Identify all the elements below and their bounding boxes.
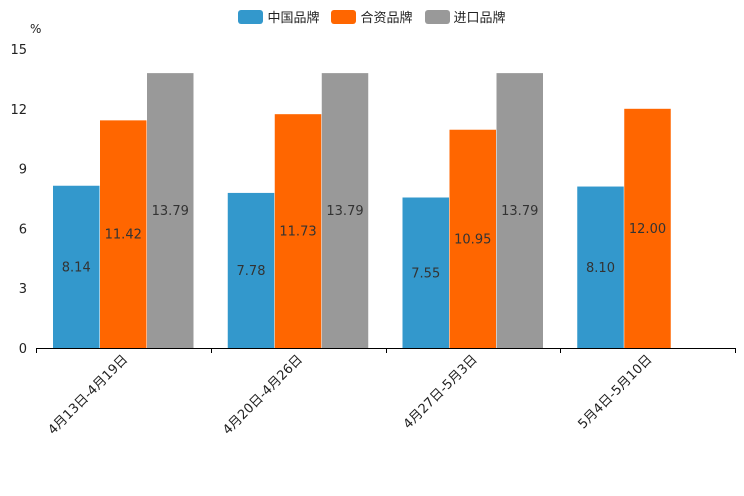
x-tick-label: 4月27日-5月3日: [401, 352, 481, 432]
bar: [227, 192, 275, 348]
y-tick-label: 3: [19, 282, 27, 297]
x-tick-label: 4月13日-4月19日: [45, 352, 131, 438]
bar: [53, 185, 100, 348]
x-tick-label: 4月20日-4月26日: [220, 352, 306, 438]
bar: [274, 114, 322, 348]
bar-value-label: 13.79: [326, 204, 363, 219]
y-tick-label: 0: [19, 342, 27, 357]
bar-value-label: 8.14: [62, 260, 91, 275]
bar-value-label: 11.42: [105, 228, 142, 243]
bar-value-label: 12.00: [629, 222, 666, 237]
legend-label-china: 中国品牌: [267, 11, 320, 26]
legend-swatch-import: [424, 9, 450, 24]
bar: [100, 120, 147, 349]
chart-legend: 中国品牌 合资品牌 进口品牌: [0, 7, 744, 26]
bar: [624, 108, 671, 348]
y-tick-label: 9: [19, 163, 27, 178]
bar-value-label: 10.95: [454, 232, 491, 247]
legend-label-joint: 合资品牌: [360, 11, 413, 26]
legend-swatch-joint: [331, 9, 357, 24]
bar-value-label: 7.55: [411, 266, 440, 281]
legend-item-china[interactable]: 中国品牌: [238, 7, 319, 26]
bar: [496, 73, 543, 349]
bar-value-label: 13.79: [152, 204, 189, 219]
bar-value-label: 13.79: [501, 204, 538, 219]
legend-item-joint[interactable]: 合资品牌: [331, 7, 413, 26]
bar: [449, 129, 496, 348]
bar-value-label: 11.73: [279, 225, 316, 240]
y-tick-label: 6: [19, 222, 27, 237]
bar: [147, 73, 194, 349]
x-tick-label: 5月4日-5月10日: [576, 352, 656, 432]
y-tick-label: 15: [10, 43, 27, 58]
bar: [577, 186, 624, 348]
legend-swatch-china: [238, 9, 264, 24]
y-axis-unit: %: [30, 22, 42, 36]
legend-item-import[interactable]: 进口品牌: [424, 7, 506, 26]
bar-value-label: 8.10: [586, 261, 615, 276]
bar-value-label: 7.78: [237, 264, 266, 279]
bar: [402, 197, 449, 348]
y-tick-label: 12: [10, 103, 27, 118]
legend-label-import: 进口品牌: [453, 11, 506, 26]
bar: [321, 73, 369, 349]
